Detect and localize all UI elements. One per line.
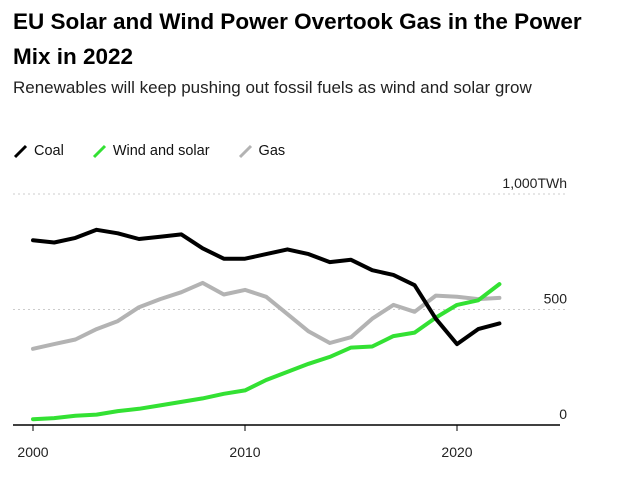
x-tick-label: 2000 xyxy=(17,444,48,460)
legend-swatch-wind-solar xyxy=(92,144,107,159)
series-line-gas xyxy=(31,280,502,351)
legend-swatch-gas xyxy=(238,144,253,159)
chart-legend: Coal Wind and solar Gas xyxy=(13,141,313,161)
y-tick-label: 500 xyxy=(544,291,568,307)
x-tick-label: 2020 xyxy=(441,444,472,460)
legend-item-wind-solar: Wind and solar xyxy=(92,143,210,159)
x-tick-label: 2010 xyxy=(229,444,260,460)
legend-label-wind-solar: Wind and solar xyxy=(112,143,210,159)
chart-subtitle: Renewables will keep pushing out fossil … xyxy=(13,78,532,97)
legend-label-coal: Coal xyxy=(34,143,64,159)
legend-item-coal: Coal xyxy=(13,143,64,159)
y-tick-label: 1,000TWh xyxy=(502,175,567,191)
y-tick-label: 0 xyxy=(559,406,567,422)
chart-title: EU Solar and Wind Power Overtook Gas in … xyxy=(13,9,582,69)
legend-label-gas: Gas xyxy=(258,143,286,159)
series-line-coal xyxy=(31,227,502,347)
legend-swatch-coal xyxy=(13,144,28,159)
series-line-wind-and-solar xyxy=(31,282,502,422)
legend-item-gas: Gas xyxy=(238,143,286,159)
